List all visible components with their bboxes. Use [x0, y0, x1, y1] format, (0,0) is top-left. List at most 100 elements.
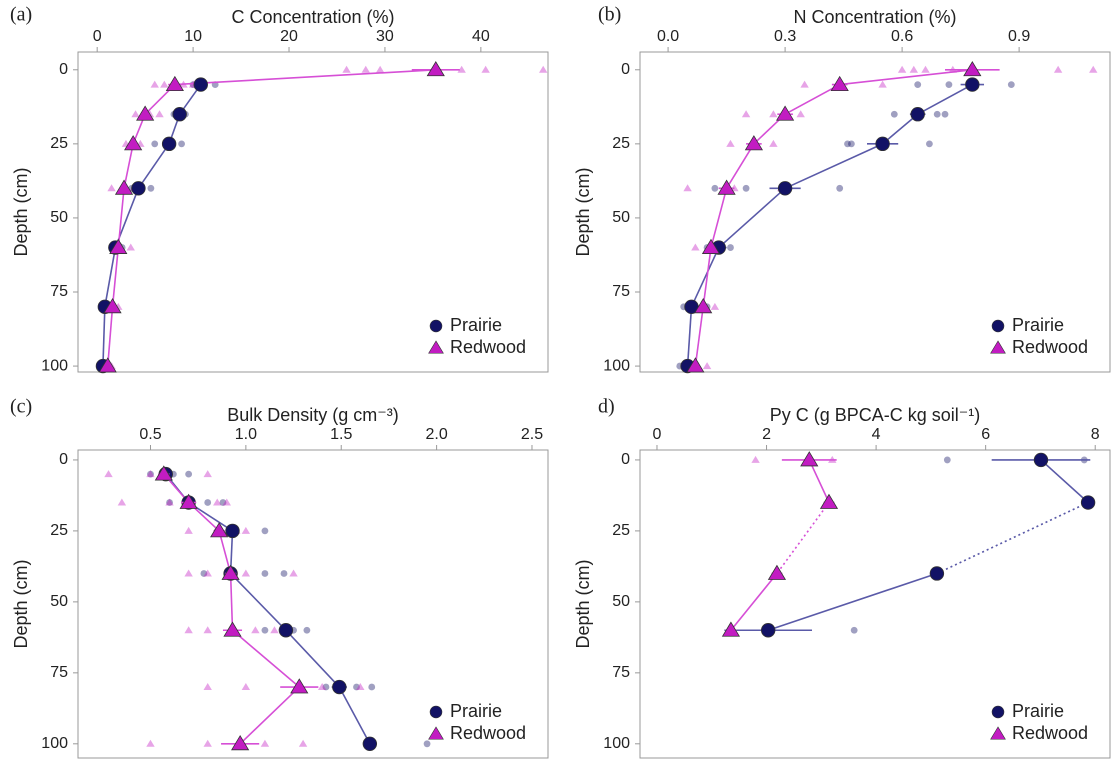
sample-point: [303, 626, 311, 634]
data-point: [775, 105, 795, 121]
x-tick-label: 0.3: [774, 28, 796, 45]
data-point: [800, 451, 819, 467]
x-tick-label: 1.0: [235, 426, 257, 443]
axis-title: C Concentration (%): [231, 7, 394, 27]
series-line-segment: [784, 83, 841, 115]
sample-point: [261, 527, 269, 535]
series-line-segment: [239, 686, 300, 745]
series-line-segment: [137, 143, 170, 189]
sample-point: [150, 80, 159, 88]
sample-point: [850, 626, 858, 634]
sample-point: [146, 739, 155, 747]
data-point: [131, 181, 146, 196]
series-line-segment: [808, 459, 830, 503]
sample-point: [184, 569, 193, 577]
series-line-segment: [839, 68, 973, 86]
sample-point: [539, 65, 548, 73]
sample-point: [104, 470, 113, 478]
data-point: [965, 77, 980, 92]
data-point: [686, 357, 705, 373]
data-point: [98, 357, 117, 373]
series-line-segment: [882, 113, 919, 145]
x-tick-label: 1.5: [330, 426, 352, 443]
sample-point: [751, 455, 760, 463]
x-tick-label: 8: [1091, 426, 1100, 443]
sample-point: [897, 65, 907, 73]
legend-marker: [990, 340, 1006, 354]
sample-point: [909, 65, 919, 73]
sample-point: [727, 244, 734, 251]
sample-point: [375, 65, 385, 73]
data-point: [875, 136, 890, 152]
sample-point: [203, 569, 212, 577]
data-point: [103, 298, 122, 314]
data-point: [210, 522, 229, 538]
sample-point: [200, 570, 208, 577]
panel-label: d): [598, 396, 615, 418]
sample-point: [943, 456, 951, 464]
data-point: [231, 735, 250, 751]
legend-marker: [428, 726, 444, 740]
legend-label: Redwood: [1012, 723, 1088, 743]
x-tick-label: 20: [280, 28, 298, 45]
sample-point: [710, 302, 720, 310]
sample-point: [702, 362, 712, 370]
data-point: [1080, 495, 1096, 510]
data-point: [109, 238, 128, 254]
y-tick-label: 25: [50, 135, 68, 152]
x-tick-label: 0.0: [657, 28, 679, 45]
sample-point: [836, 184, 844, 192]
sample-point: [147, 184, 155, 192]
sample-point: [342, 65, 351, 73]
sample-point: [711, 184, 719, 192]
sample-point: [769, 110, 778, 118]
x-tick-label: 2.5: [521, 426, 543, 443]
sample-point: [241, 526, 251, 534]
legend-marker: [991, 705, 1005, 719]
data-point: [819, 493, 839, 509]
x-tick-label: 40: [472, 28, 490, 45]
sample-point: [251, 626, 260, 634]
sample-point: [165, 498, 174, 506]
data-point: [426, 61, 445, 77]
data-point: [1033, 452, 1049, 468]
data-point: [767, 564, 787, 580]
y-axis-label: Depth (cm): [11, 167, 31, 256]
sample-point: [796, 110, 805, 118]
y-axis-label: Depth (cm): [573, 559, 593, 648]
sample-point: [298, 739, 308, 747]
y-tick-label: 50: [50, 209, 68, 226]
sample-point: [844, 140, 851, 148]
data-point: [223, 621, 242, 637]
series-line-segment: [776, 502, 830, 574]
sample-point: [1007, 81, 1015, 88]
y-tick-label: 75: [612, 283, 630, 300]
sample-point: [933, 110, 941, 118]
x-tick-label: 0: [653, 426, 662, 443]
sample-point: [270, 626, 279, 634]
legend-label: Prairie: [1012, 701, 1064, 721]
legend-marker: [429, 319, 443, 333]
y-tick-label: 75: [50, 664, 68, 681]
series-line-segment: [117, 188, 125, 248]
series-line-segment: [106, 306, 114, 367]
sample-point: [356, 683, 365, 691]
sample-point: [457, 65, 466, 73]
series-line-segment: [917, 83, 973, 115]
sample-point: [147, 470, 154, 478]
legend-label: Prairie: [450, 315, 502, 335]
data-point: [154, 465, 173, 481]
plot-frame: [639, 51, 1111, 373]
legend-marker: [429, 705, 443, 719]
sample-point: [117, 498, 127, 506]
series-line-segment: [123, 143, 134, 189]
sample-point: [921, 65, 930, 73]
data-point: [777, 181, 793, 196]
y-tick-label: 100: [603, 357, 630, 374]
y-tick-label: 25: [612, 522, 630, 539]
x-tick-label: 0.6: [891, 28, 913, 45]
sample-point: [361, 65, 370, 73]
x-tick-label: 0.9: [1008, 28, 1030, 45]
series-line-segment: [229, 573, 234, 631]
data-point: [701, 238, 721, 254]
